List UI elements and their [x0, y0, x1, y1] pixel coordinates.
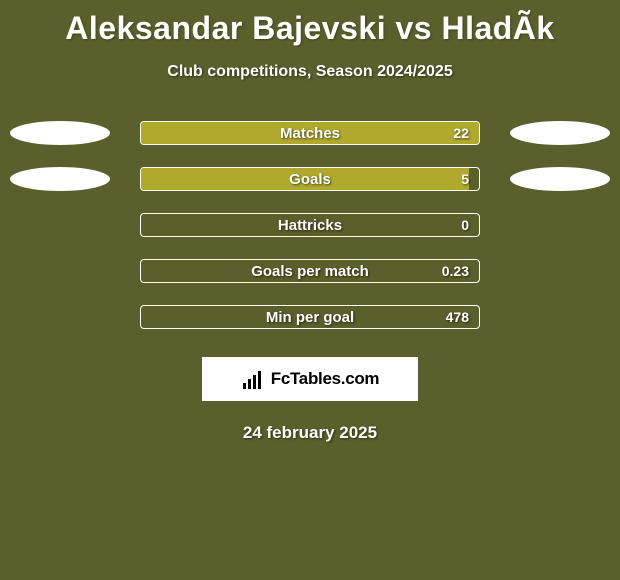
logo-text: FcTables.com: [271, 369, 380, 389]
stat-bar: Goals per match 0.23: [140, 259, 480, 283]
stat-label: Goals per match: [141, 260, 479, 282]
stat-bar: Matches 22: [140, 121, 480, 145]
right-ellipse-empty: [510, 259, 610, 283]
stat-value: 5: [461, 168, 469, 190]
subtitle: Club competitions, Season 2024/2025: [0, 63, 620, 81]
left-ellipse-empty: [10, 259, 110, 283]
stat-bar: Hattricks 0: [140, 213, 480, 237]
stat-bar: Goals 5: [140, 167, 480, 191]
left-ellipse-empty: [10, 305, 110, 329]
comparison-infographic: Aleksandar Bajevski vs HladÃ­k Club comp…: [0, 0, 620, 580]
stat-row: Hattricks 0: [0, 213, 620, 237]
left-ellipse: [10, 167, 110, 191]
stat-label: Hattricks: [141, 214, 479, 236]
stat-value: 0.23: [442, 260, 469, 282]
right-ellipse-empty: [510, 213, 610, 237]
stat-rows: Matches 22 Goals 5 Hattricks 0: [0, 121, 620, 329]
stat-value: 478: [446, 306, 469, 328]
fctables-logo: FcTables.com: [202, 357, 418, 401]
stat-label: Goals: [141, 168, 479, 190]
stat-bar: Min per goal 478: [140, 305, 480, 329]
stat-row: Matches 22: [0, 121, 620, 145]
bar-chart-icon: [241, 369, 265, 389]
stat-value: 22: [453, 122, 469, 144]
left-ellipse-empty: [10, 213, 110, 237]
stat-label: Min per goal: [141, 306, 479, 328]
left-ellipse: [10, 121, 110, 145]
right-ellipse: [510, 167, 610, 191]
right-ellipse-empty: [510, 305, 610, 329]
stat-label: Matches: [141, 122, 479, 144]
date-label: 24 february 2025: [0, 423, 620, 443]
stat-row: Min per goal 478: [0, 305, 620, 329]
page-title: Aleksandar Bajevski vs HladÃ­k: [0, 0, 620, 47]
stat-row: Goals 5: [0, 167, 620, 191]
right-ellipse: [510, 121, 610, 145]
stat-value: 0: [461, 214, 469, 236]
stat-row: Goals per match 0.23: [0, 259, 620, 283]
